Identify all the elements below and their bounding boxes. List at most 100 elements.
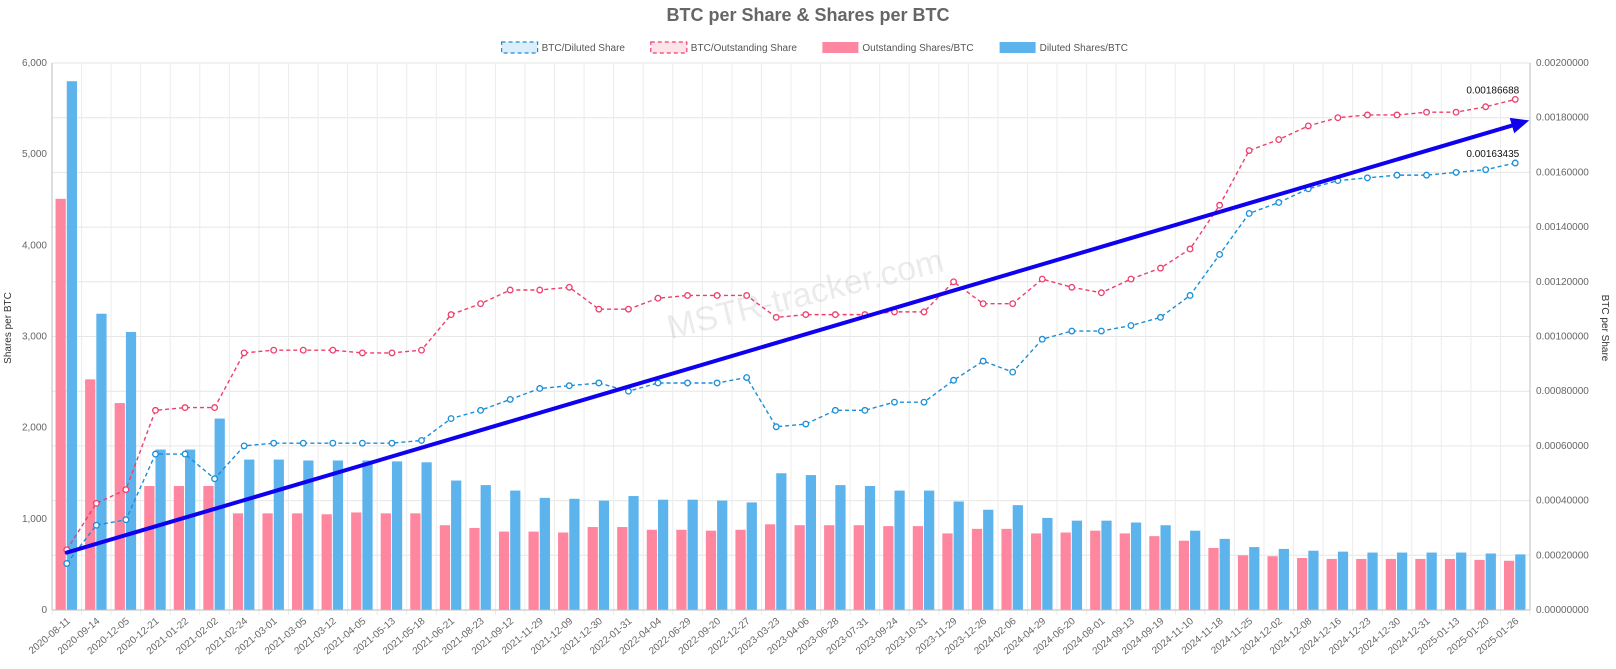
bar-diluted-shares-btc[interactable] bbox=[983, 509, 994, 610]
point-btc-diluted-share[interactable] bbox=[211, 475, 219, 483]
point-btc-outstanding-share[interactable] bbox=[1127, 275, 1135, 283]
bar-outstanding-shares-btc[interactable] bbox=[55, 198, 66, 611]
bar-outstanding-shares-btc[interactable] bbox=[1060, 532, 1071, 610]
bar-diluted-shares-btc[interactable] bbox=[657, 499, 669, 610]
point-btc-outstanding-share[interactable] bbox=[152, 406, 159, 414]
bar-diluted-shares-btc[interactable] bbox=[391, 461, 403, 610]
bar-diluted-shares-btc[interactable] bbox=[362, 460, 373, 610]
point-btc-diluted-share[interactable] bbox=[565, 382, 573, 390]
bar-diluted-shares-btc[interactable] bbox=[746, 502, 757, 610]
point-btc-diluted-share[interactable] bbox=[122, 516, 130, 524]
point-btc-diluted-share[interactable] bbox=[861, 406, 869, 414]
bar-diluted-shares-btc[interactable] bbox=[1160, 525, 1171, 610]
bar-outstanding-shares-btc[interactable] bbox=[292, 513, 303, 610]
bar-outstanding-shares-btc[interactable] bbox=[498, 531, 510, 610]
bar-outstanding-shares-btc[interactable] bbox=[735, 529, 746, 610]
point-btc-outstanding-share[interactable] bbox=[1157, 264, 1164, 272]
point-btc-diluted-share[interactable] bbox=[950, 376, 958, 384]
bar-diluted-shares-btc[interactable] bbox=[953, 501, 964, 610]
bar-outstanding-shares-btc[interactable] bbox=[114, 403, 125, 610]
point-btc-diluted-share[interactable] bbox=[802, 420, 810, 428]
point-btc-outstanding-share[interactable] bbox=[713, 292, 721, 299]
bar-diluted-shares-btc[interactable] bbox=[125, 331, 137, 610]
bar-outstanding-shares-btc[interactable] bbox=[262, 513, 273, 610]
point-btc-outstanding-share[interactable] bbox=[329, 346, 337, 354]
point-btc-outstanding-share[interactable] bbox=[1186, 245, 1194, 253]
point-btc-outstanding-share[interactable] bbox=[950, 278, 958, 286]
bar-outstanding-shares-btc[interactable] bbox=[85, 379, 96, 610]
point-btc-diluted-share[interactable] bbox=[329, 439, 337, 447]
point-btc-outstanding-share[interactable] bbox=[1304, 122, 1312, 130]
point-btc-outstanding-share[interactable] bbox=[358, 349, 366, 357]
point-btc-outstanding-share[interactable] bbox=[1334, 114, 1342, 122]
point-btc-diluted-share[interactable] bbox=[1127, 322, 1135, 330]
bar-outstanding-shares-btc[interactable] bbox=[853, 525, 864, 610]
point-btc-diluted-share[interactable] bbox=[63, 560, 71, 567]
point-btc-outstanding-share[interactable] bbox=[477, 300, 485, 308]
bar-diluted-shares-btc[interactable] bbox=[1515, 554, 1526, 610]
bar-outstanding-shares-btc[interactable] bbox=[410, 513, 421, 610]
bar-diluted-shares-btc[interactable] bbox=[864, 486, 876, 610]
bar-outstanding-shares-btc[interactable] bbox=[439, 525, 451, 610]
point-btc-outstanding-share[interactable] bbox=[1452, 108, 1460, 116]
bar-outstanding-shares-btc[interactable] bbox=[1474, 559, 1485, 610]
bar-outstanding-shares-btc[interactable] bbox=[469, 527, 480, 610]
point-btc-outstanding-share[interactable] bbox=[684, 292, 691, 299]
bar-diluted-shares-btc[interactable] bbox=[687, 499, 698, 610]
bar-diluted-shares-btc[interactable] bbox=[1042, 517, 1053, 610]
bar-outstanding-shares-btc[interactable] bbox=[1297, 558, 1308, 610]
point-btc-diluted-share[interactable] bbox=[684, 379, 691, 387]
bar-outstanding-shares-btc[interactable] bbox=[558, 532, 569, 610]
bar-diluted-shares-btc[interactable] bbox=[1396, 552, 1408, 610]
bar-diluted-shares-btc[interactable] bbox=[303, 460, 314, 610]
point-btc-diluted-share[interactable] bbox=[1068, 327, 1076, 335]
point-btc-diluted-share[interactable] bbox=[299, 439, 307, 447]
legend-item[interactable]: Diluted Shares/BTC bbox=[999, 42, 1128, 54]
point-btc-diluted-share[interactable] bbox=[743, 374, 751, 381]
point-btc-diluted-share[interactable] bbox=[1157, 313, 1164, 321]
bar-diluted-shares-btc[interactable] bbox=[185, 449, 196, 610]
point-btc-diluted-share[interactable] bbox=[1216, 250, 1224, 258]
bar-diluted-shares-btc[interactable] bbox=[1337, 551, 1349, 610]
point-btc-diluted-share[interactable] bbox=[654, 379, 662, 387]
bar-outstanding-shares-btc[interactable] bbox=[232, 513, 244, 610]
bar-diluted-shares-btc[interactable] bbox=[510, 490, 521, 610]
point-btc-diluted-share[interactable] bbox=[1097, 327, 1105, 335]
bar-diluted-shares-btc[interactable] bbox=[1367, 552, 1378, 610]
point-btc-outstanding-share[interactable] bbox=[299, 346, 307, 354]
bar-outstanding-shares-btc[interactable] bbox=[321, 514, 332, 610]
bar-outstanding-shares-btc[interactable] bbox=[617, 527, 628, 610]
bar-outstanding-shares-btc[interactable] bbox=[883, 526, 894, 610]
bar-diluted-shares-btc[interactable] bbox=[214, 418, 225, 610]
point-btc-outstanding-share[interactable] bbox=[772, 313, 780, 321]
bar-diluted-shares-btc[interactable] bbox=[717, 500, 728, 610]
bar-diluted-shares-btc[interactable] bbox=[1456, 552, 1467, 610]
bar-outstanding-shares-btc[interactable] bbox=[587, 527, 598, 610]
point-btc-diluted-share[interactable] bbox=[388, 439, 396, 447]
point-btc-diluted-share[interactable] bbox=[831, 406, 839, 414]
bar-diluted-shares-btc[interactable] bbox=[421, 462, 432, 610]
bar-outstanding-shares-btc[interactable] bbox=[971, 528, 983, 610]
point-btc-diluted-share[interactable] bbox=[1452, 168, 1460, 176]
point-btc-outstanding-share[interactable] bbox=[270, 346, 278, 354]
bar-outstanding-shares-btc[interactable] bbox=[144, 486, 155, 610]
point-btc-outstanding-share[interactable] bbox=[506, 286, 514, 294]
bar-outstanding-shares-btc[interactable] bbox=[1415, 558, 1426, 610]
point-btc-outstanding-share[interactable] bbox=[1009, 300, 1017, 308]
bar-outstanding-shares-btc[interactable] bbox=[646, 529, 657, 610]
point-btc-diluted-share[interactable] bbox=[1038, 335, 1046, 343]
point-btc-outstanding-share[interactable] bbox=[447, 311, 455, 319]
bar-outstanding-shares-btc[interactable] bbox=[203, 486, 214, 610]
point-btc-diluted-share[interactable] bbox=[1393, 171, 1401, 179]
bar-diluted-shares-btc[interactable] bbox=[66, 81, 78, 610]
legend[interactable]: BTC/Diluted Share BTC/Outstanding Share Ou… bbox=[501, 41, 1128, 54]
bar-diluted-shares-btc[interactable] bbox=[1426, 552, 1437, 610]
bar-diluted-shares-btc[interactable] bbox=[1485, 553, 1496, 610]
point-btc-diluted-share[interactable] bbox=[92, 521, 100, 529]
bar-diluted-shares-btc[interactable] bbox=[155, 449, 166, 610]
point-btc-diluted-share[interactable] bbox=[920, 398, 928, 406]
bar-outstanding-shares-btc[interactable] bbox=[1208, 548, 1219, 610]
point-btc-outstanding-share[interactable] bbox=[802, 311, 810, 319]
bar-outstanding-shares-btc[interactable] bbox=[676, 529, 687, 610]
point-btc-diluted-share[interactable] bbox=[536, 385, 544, 392]
